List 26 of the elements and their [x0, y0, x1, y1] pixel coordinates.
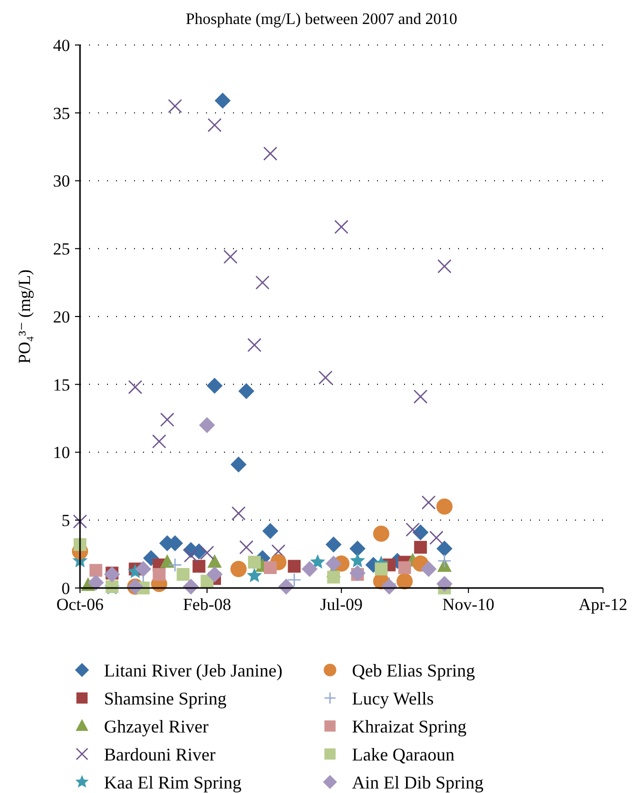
- x-tick-label: Feb-08: [182, 595, 232, 614]
- y-tick-label: 25: [53, 240, 70, 259]
- legend-label: Shamsine Spring: [104, 688, 227, 708]
- y-tick-label: 20: [53, 307, 70, 326]
- legend-label: Kaa El Rim Spring: [104, 772, 242, 792]
- legend-label: Litani River (Jeb Janine): [104, 660, 282, 680]
- y-tick-label: 30: [53, 172, 70, 191]
- y-tick-label: 10: [53, 443, 70, 462]
- x-tick-label: Nov-10: [442, 595, 494, 614]
- legend-label: Bardouni River: [104, 744, 216, 764]
- legend-label: Ain El Dib Spring: [352, 772, 484, 792]
- legend-label: Ghzayel River: [104, 716, 208, 736]
- y-tick-label: 35: [53, 104, 70, 123]
- x-tick-label: Oct-06: [56, 595, 104, 614]
- y-tick-label: 0: [62, 578, 70, 598]
- y-tick-label: 5: [62, 511, 70, 530]
- y-tick-label: 40: [53, 36, 70, 55]
- legend-label: Lake Qaraoun: [352, 744, 454, 764]
- legend-label: Qeb Elias Spring: [352, 660, 475, 680]
- y-tick-label: 15: [53, 375, 70, 394]
- legend-label: Khraizat Spring: [352, 716, 466, 736]
- chart-title: Phosphate (mg/L) between 2007 and 2010: [186, 11, 458, 28]
- x-tick-label: Apr-12: [578, 595, 628, 614]
- legend-label: Lucy Wells: [352, 688, 434, 708]
- x-tick-label: Jul-09: [320, 595, 363, 614]
- y-axis-title: PO₄³⁻ (mg/L): [15, 269, 34, 364]
